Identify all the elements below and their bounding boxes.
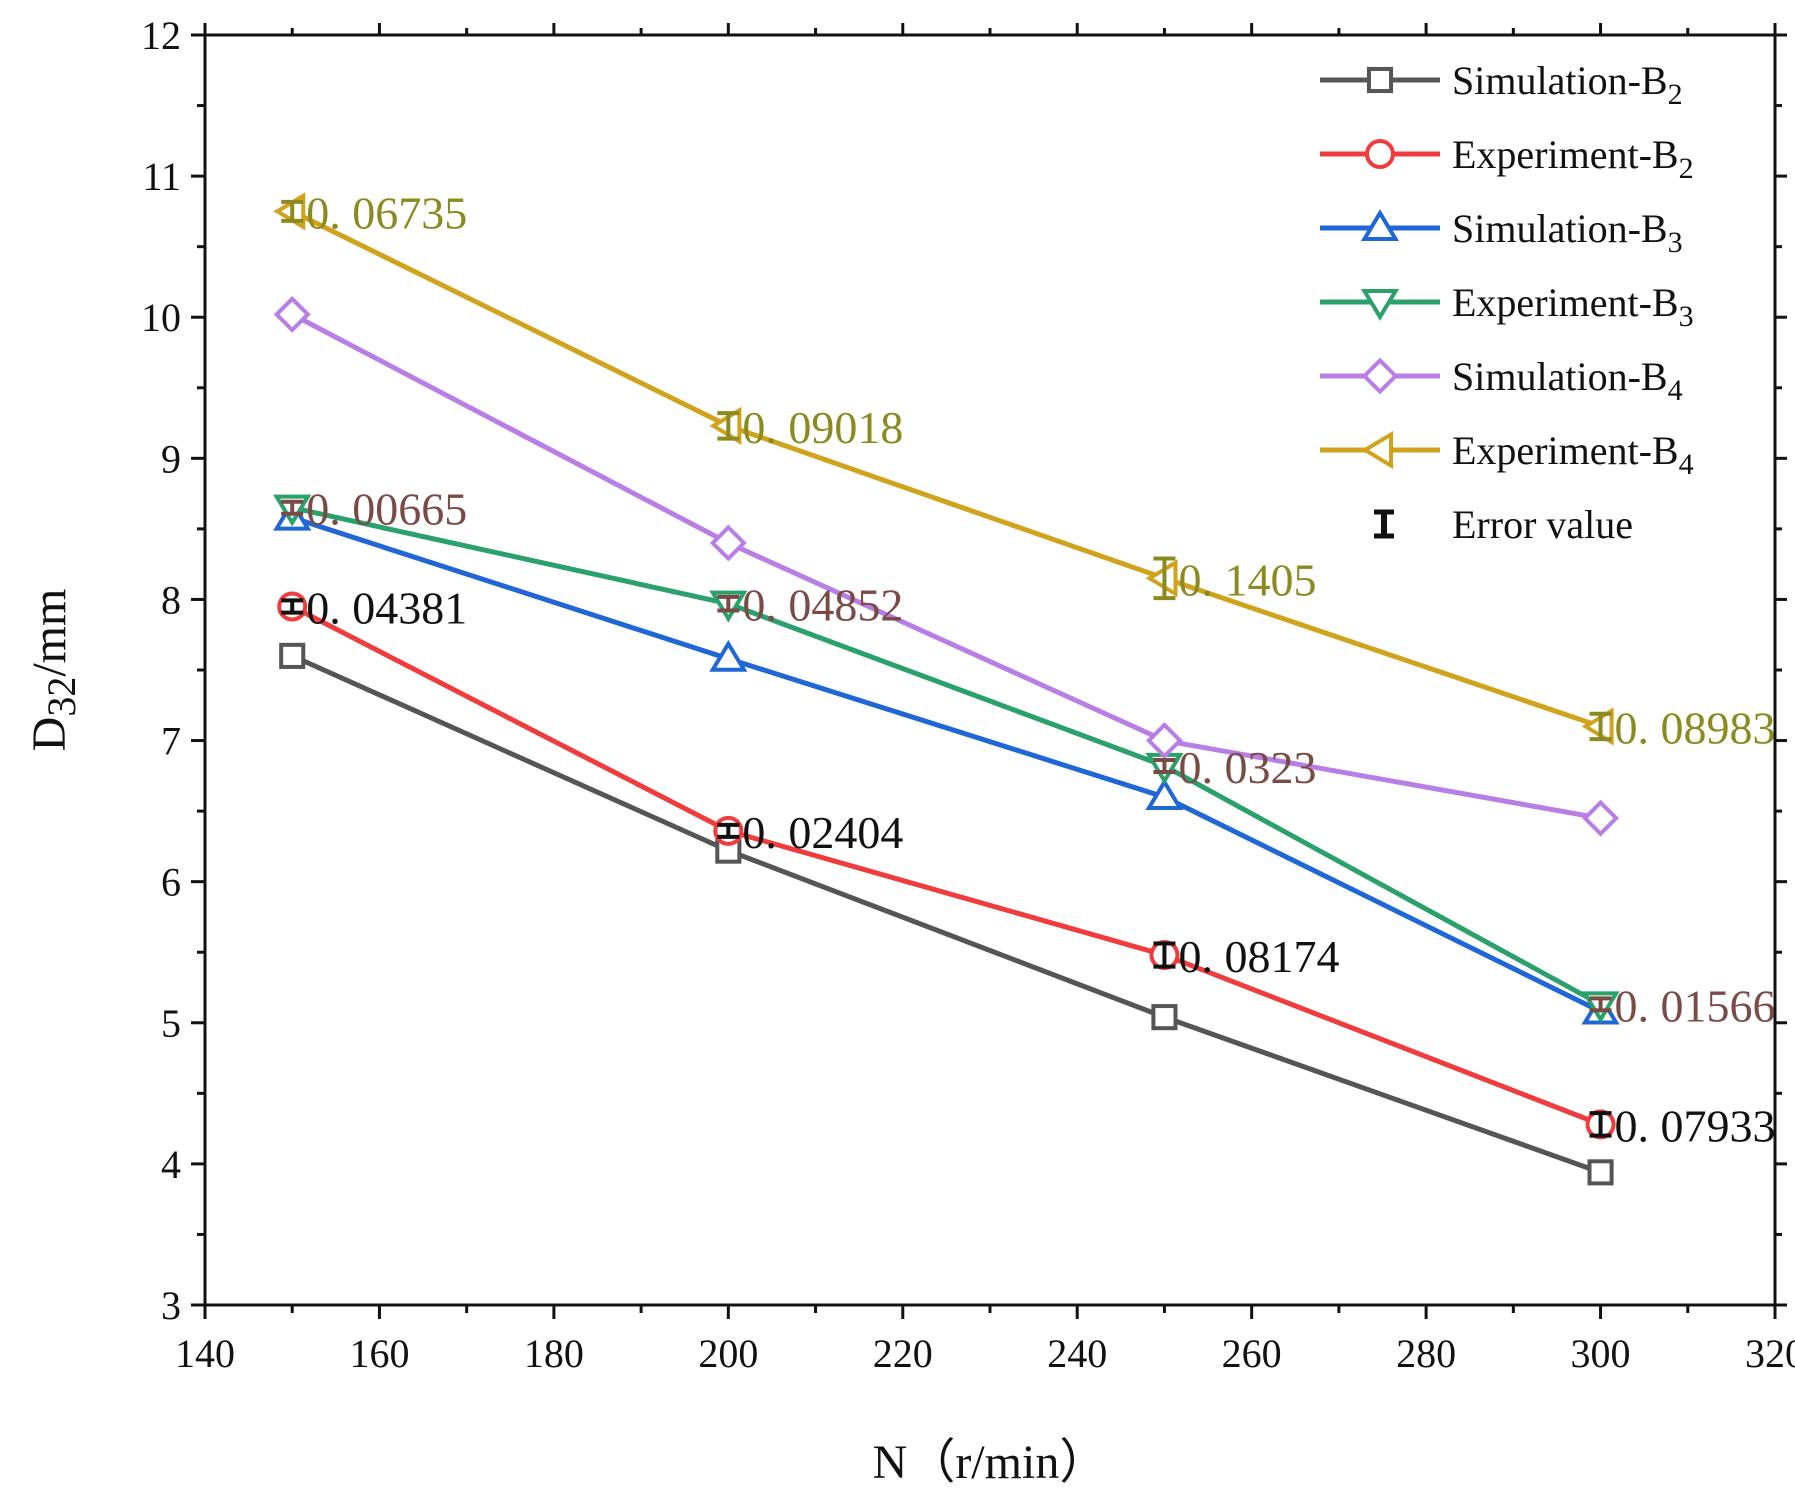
data-point (1151, 1004, 1178, 1031)
error-bar-layer (281, 199, 1612, 1138)
legend-item: Simulation-B4 (1320, 354, 1683, 407)
series-line (291, 653, 1602, 1175)
series-experiment-b2 (277, 591, 1616, 1140)
legend-item: Simulation-B2 (1320, 58, 1683, 111)
data-point (279, 642, 306, 669)
error-bar (1589, 1111, 1612, 1138)
error-bar (717, 594, 740, 613)
legend-item: Experiment-B4 (1320, 428, 1694, 481)
series-experiment-b4 (273, 192, 1614, 746)
legend-label: Simulation-B3 (1452, 206, 1683, 259)
x-tick-label: 220 (873, 1331, 933, 1376)
legend-label: Experiment-B2 (1452, 132, 1694, 185)
legend-marker (1361, 357, 1399, 395)
series-layer (273, 192, 1620, 1186)
y-tick-label: 9 (161, 436, 181, 481)
series-simulation-b2 (279, 642, 1614, 1186)
legend-item: Simulation-B3 (1320, 206, 1683, 259)
error-bar (281, 499, 304, 516)
data-point (1146, 722, 1183, 759)
legend-marker (1361, 430, 1394, 470)
data-point (1587, 1159, 1614, 1186)
error-label: 0. 08174 (1178, 931, 1339, 982)
error-label: 0. 07933 (1615, 1100, 1776, 1151)
data-point (273, 295, 311, 333)
error-bar (1589, 996, 1612, 1013)
legend-label-error: Error value (1452, 502, 1633, 547)
y-tick-label: 4 (161, 1142, 181, 1187)
y-axis-title: D32/mm (23, 589, 84, 752)
y-tick-label: 8 (161, 577, 181, 622)
legend-item: Experiment-B3 (1320, 280, 1694, 333)
error-label: 0. 09018 (742, 402, 903, 453)
x-tick-label: 160 (349, 1331, 409, 1376)
y-tick-label: 10 (141, 295, 181, 340)
x-tick-label: 300 (1571, 1331, 1631, 1376)
error-bar (1153, 556, 1176, 601)
series-simulation-b4 (273, 295, 1619, 837)
x-tick-label: 140 (175, 1331, 235, 1376)
legend-marker (1365, 139, 1395, 169)
y-tick-label: 11 (142, 154, 181, 199)
series-line (291, 604, 1602, 1127)
data-point (1582, 799, 1619, 837)
legend-label: Experiment-B4 (1452, 428, 1694, 481)
error-bar (717, 411, 740, 441)
series-line (291, 505, 1602, 1007)
y-axis-title-main: D (23, 717, 76, 752)
data-point (709, 639, 748, 672)
error-bar (281, 598, 304, 615)
error-label: 0. 04852 (742, 580, 903, 631)
legend-label: Experiment-B3 (1452, 280, 1694, 333)
y-tick-label: 6 (161, 860, 181, 905)
series-line (291, 312, 1601, 821)
error-bar (717, 822, 740, 839)
x-tick-label: 280 (1396, 1331, 1456, 1376)
legend-item: Experiment-B2 (1320, 132, 1694, 185)
error-label: 0. 0323 (1178, 742, 1316, 793)
data-point (1145, 778, 1184, 811)
legend-marker (1360, 288, 1400, 321)
error-label: 0. 01566 (1615, 980, 1776, 1031)
error-bar (281, 199, 304, 223)
y-tick-label: 5 (161, 1001, 181, 1046)
legend-marker (1360, 209, 1400, 242)
y-tick-label: 12 (141, 13, 181, 58)
legend-marker (1366, 66, 1394, 94)
axes: 140 160 180 200 220 240 260 280 300 320 3 4 5 6 7 8 9 10 1… (141, 13, 1795, 1376)
x-axis-title: N（r/min） (873, 1436, 1108, 1489)
x-tick-label: 260 (1222, 1331, 1282, 1376)
error-label: 0. 04381 (306, 583, 467, 634)
error-label-layer: 0. 04381 0. 02404 0. 08174 0. 07933 0. 00665… (306, 187, 1775, 1151)
y-axis-title-suffix: /mm (23, 589, 76, 677)
x-tick-label: 200 (698, 1331, 758, 1376)
x-tick-label: 180 (524, 1331, 584, 1376)
series-simulation-b3 (273, 498, 1620, 1025)
x-tick-label: 320 (1745, 1331, 1795, 1376)
y-tick-label: 3 (161, 1283, 181, 1328)
error-label: 0. 02404 (742, 807, 903, 858)
error-label: 0. 06735 (306, 187, 467, 238)
error-label: 0. 08983 (1615, 702, 1776, 753)
error-bar (1153, 941, 1176, 969)
series-line (291, 209, 1602, 729)
error-bar (1589, 711, 1612, 742)
data-point (709, 524, 747, 562)
x-tick-label: 240 (1047, 1331, 1107, 1376)
legend: Simulation-B2 Experiment-B2 Simulation-B3 E… (1320, 58, 1694, 547)
legend-item-error: Error value (1374, 502, 1633, 547)
error-bar (1153, 757, 1176, 774)
y-axis-title-sub: 32 (39, 677, 84, 717)
y-tick-label: 7 (161, 719, 181, 764)
series-line (291, 515, 1602, 1014)
legend-label: Simulation-B2 (1452, 58, 1683, 111)
error-label: 0. 1405 (1178, 554, 1316, 605)
error-label: 0. 00665 (306, 484, 467, 535)
legend-label: Simulation-B4 (1452, 354, 1683, 407)
